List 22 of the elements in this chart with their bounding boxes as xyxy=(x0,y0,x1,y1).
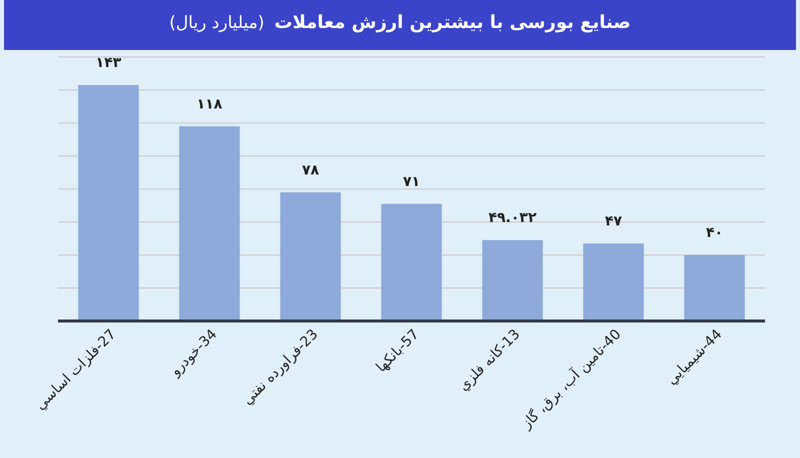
data-label: ۴۹.۰۳۲ xyxy=(488,210,537,226)
x-tick-label: 34-خودرو xyxy=(166,326,220,380)
bar xyxy=(684,255,745,321)
data-label: ۷۸ xyxy=(302,162,320,178)
x-tick-label: 57-بانکها xyxy=(373,326,422,376)
bar xyxy=(179,126,240,321)
data-label: ۴۷ xyxy=(604,213,622,230)
data-label: ۱۱۸ xyxy=(196,96,223,112)
data-label: ۱۴۳ xyxy=(96,55,122,72)
chart-title: صنایع بورسی با بیشترین ارزش معاملات xyxy=(274,12,631,33)
bar xyxy=(482,240,543,321)
x-tick-label: 44-شيميايي xyxy=(664,326,726,388)
bar xyxy=(78,85,139,321)
chart-subtitle: (میلیارد ریال) xyxy=(169,13,264,33)
x-tick-label: 13-کانه فلزي xyxy=(456,326,524,394)
bar xyxy=(280,192,341,321)
data-label: ۷۱ xyxy=(402,174,420,190)
x-tick-label: 27-فلزات اساسي xyxy=(32,326,120,414)
bar xyxy=(381,204,442,321)
data-label: ۴۰ xyxy=(706,225,724,241)
bar xyxy=(583,243,644,321)
x-tick-label: 23-فراورده نفتي xyxy=(240,326,322,408)
